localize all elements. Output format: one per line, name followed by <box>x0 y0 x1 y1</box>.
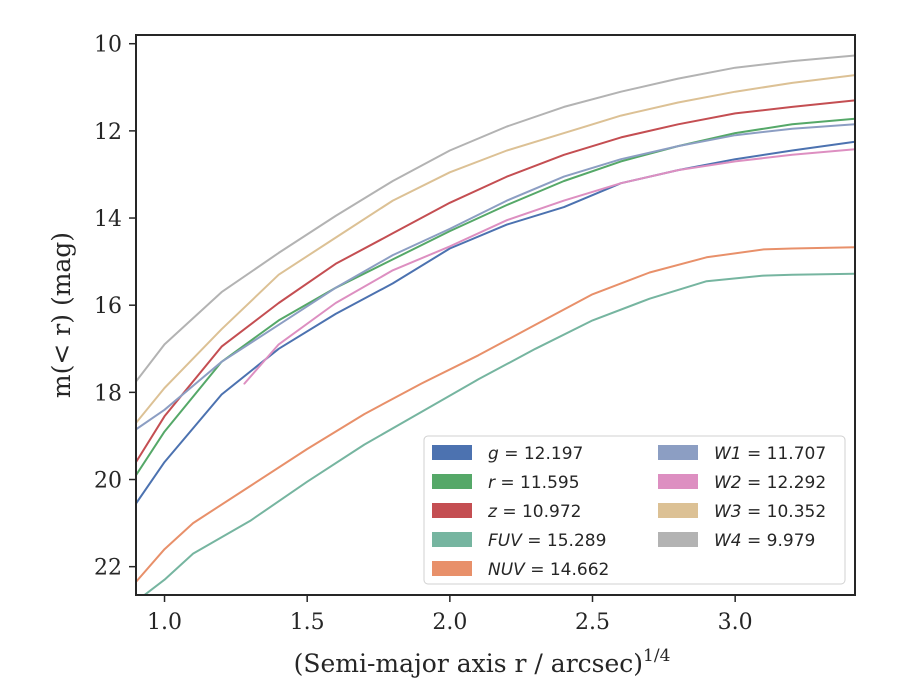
y-tick-label: 18 <box>94 381 122 406</box>
legend-item-w4: W4 = 9.979 <box>658 531 815 551</box>
y-tick-label: 12 <box>94 120 122 145</box>
x-axis-label-exponent: 1/4 <box>643 646 670 666</box>
legend-swatch <box>658 532 698 547</box>
x-tick-label: 1.0 <box>147 610 182 635</box>
legend-swatch <box>432 561 472 576</box>
x-tick-label: 3.0 <box>718 610 753 635</box>
legend-item-w3: W3 = 10.352 <box>658 502 826 522</box>
legend-swatch <box>658 503 698 518</box>
legend-item-z: z = 10.972 <box>432 502 581 522</box>
legend-swatch <box>432 532 472 547</box>
series-line-z <box>136 99 855 464</box>
x-tick-label: 2.0 <box>432 610 467 635</box>
series-line-w3 <box>136 74 855 424</box>
legend-item-w1: W1 = 11.707 <box>658 444 826 464</box>
y-axis: 10 12 14 16 18 20 22 <box>94 33 136 581</box>
series-line-w1 <box>136 123 855 431</box>
legend-item-fuv: FUV = 15.289 <box>432 531 606 551</box>
x-tick-label: 1.5 <box>290 610 325 635</box>
y-tick-label: 16 <box>94 294 122 319</box>
x-tick-label: 2.5 <box>575 610 610 635</box>
legend-label: z = 10.972 <box>487 502 581 522</box>
legend-swatch <box>432 503 472 518</box>
x-axis-label: (Semi-major axis r / arcsec)1/4 <box>294 646 671 678</box>
series-layer <box>136 54 855 595</box>
y-axis-label: m(< r) (mag) <box>47 232 76 398</box>
legend-frame <box>423 435 846 585</box>
legend-swatch <box>432 445 472 460</box>
x-axis: 1.0 1.5 2.0 2.5 3.0 <box>147 595 753 635</box>
legend: g = 12.197 r = 11.595 z = 10.972 FUV = 15.2… <box>423 435 846 585</box>
y-tick-label: 20 <box>94 469 122 494</box>
plot-frame <box>135 34 856 596</box>
legend-item-nuv: NUV = 14.662 <box>432 560 609 580</box>
series-line-w2 <box>243 148 855 385</box>
y-tick-label: 10 <box>94 33 122 58</box>
legend-label: W3 = 10.352 <box>714 502 826 522</box>
legend-item-w2: W2 = 12.292 <box>658 473 826 493</box>
legend-swatch <box>658 445 698 460</box>
legend-swatch <box>432 474 472 489</box>
legend-item-r: r = 11.595 <box>432 473 580 493</box>
y-tick-label: 22 <box>94 556 122 581</box>
legend-label: W2 = 12.292 <box>714 473 826 493</box>
legend-swatch <box>658 474 698 489</box>
series-line-g <box>136 140 855 505</box>
y-tick-label: 14 <box>94 207 122 232</box>
series-line-fuv <box>142 272 855 595</box>
legend-item-g: g = 12.197 <box>432 444 583 464</box>
legend-label: FUV = 15.289 <box>488 531 606 551</box>
legend-label: NUV = 14.662 <box>488 560 609 580</box>
legend-label: W4 = 9.979 <box>714 531 815 551</box>
legend-label: g = 12.197 <box>488 444 583 464</box>
series-line-nuv <box>136 246 855 583</box>
legend-label: r = 11.595 <box>488 473 580 493</box>
series-line-w4 <box>136 54 855 383</box>
legend-label: W1 = 11.707 <box>714 444 826 464</box>
x-axis-label-text: (Semi-major axis r / arcsec) <box>294 649 643 678</box>
